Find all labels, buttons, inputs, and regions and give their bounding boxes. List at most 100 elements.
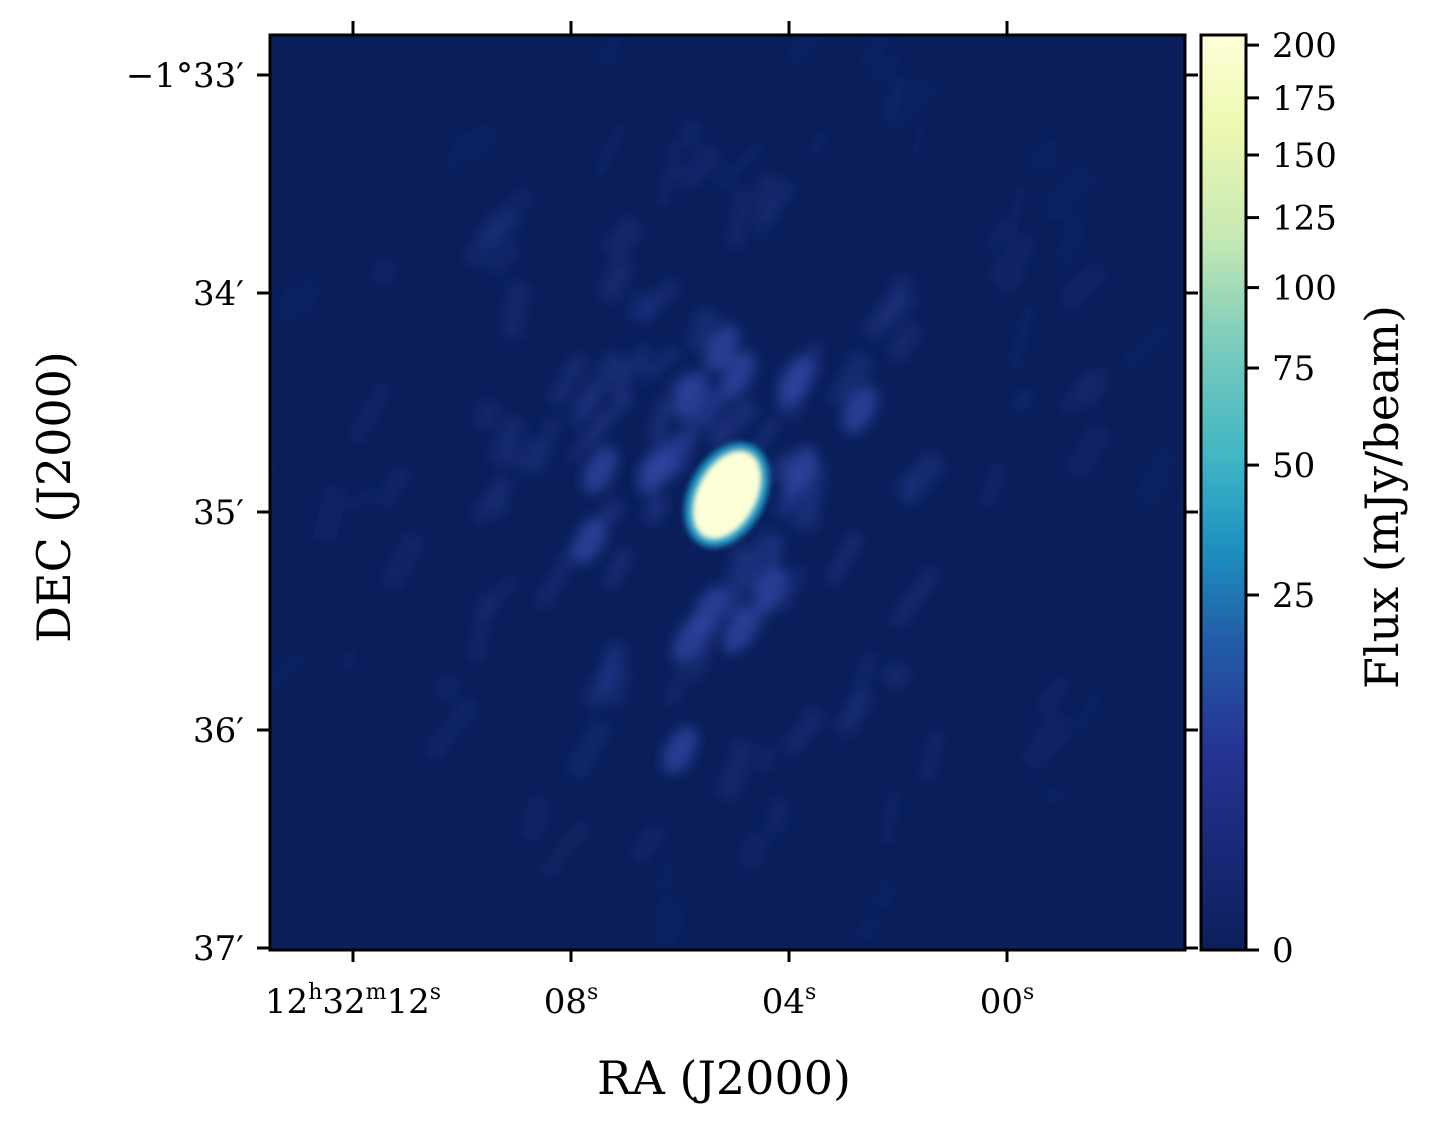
sidelobe-blob — [742, 528, 782, 593]
colorbar-tick-label: 0 — [1272, 931, 1294, 971]
sidelobe-blob — [686, 306, 722, 354]
sidelobe-blob — [1056, 367, 1103, 419]
sidelobe-blob — [909, 123, 927, 159]
sidelobe-blob — [460, 210, 519, 265]
sidelobe-blob — [600, 213, 646, 263]
sidelobe-blob — [886, 320, 923, 364]
sidelobe-blob — [1174, 477, 1185, 521]
y-tick-label: −1°33′ — [126, 56, 244, 96]
x-tick-label: 08s — [544, 980, 599, 1022]
sidelobe-blob — [690, 618, 721, 679]
sidelobe-blob — [596, 643, 620, 699]
sidelobe-blob — [374, 463, 414, 510]
colorbar-frame — [1199, 33, 1248, 952]
source-core — [692, 450, 762, 540]
sidelobe-blob — [752, 566, 788, 614]
sidelobe-blob — [337, 645, 362, 674]
sidelobe-blob — [434, 671, 461, 702]
sidelobe-blob — [808, 128, 831, 157]
sidelobe-blob — [368, 255, 399, 290]
sidelobe-blob — [782, 35, 829, 68]
sidelobe-blob — [270, 453, 283, 487]
sidelobe-blob — [713, 141, 764, 193]
sidelobe-blob — [1010, 387, 1035, 415]
sidelobe-blob — [1027, 135, 1062, 177]
sidelobe-blob — [678, 119, 702, 150]
sidelobe-blob — [270, 649, 310, 709]
sidelobe-blob — [705, 396, 760, 452]
sidelobe-blob — [347, 486, 373, 512]
sidelobe-blob — [529, 416, 561, 476]
sidelobe-blob — [603, 547, 633, 590]
sidelobe-blob — [842, 386, 878, 434]
sidelobe-blob — [652, 896, 674, 927]
sidelobe-blob — [270, 543, 271, 588]
sidelobe-blob — [903, 474, 921, 504]
sidelobe-blob — [474, 398, 501, 431]
sidelobe-blob — [764, 795, 792, 834]
sidelobe-blob — [637, 277, 681, 320]
sidelobe-blob — [781, 704, 828, 757]
sidelobe-blob — [720, 351, 756, 399]
sidelobe-blob — [981, 463, 1006, 507]
colorbar-tick-label: 125 — [1272, 199, 1337, 239]
sidelobe-blob — [346, 380, 394, 446]
sidelobe-blob — [648, 397, 674, 445]
sidelobe-blob — [752, 417, 780, 452]
sidelobe-blob — [1036, 160, 1101, 225]
sidelobe-blob — [1008, 304, 1035, 372]
sidelobe-blob — [534, 543, 581, 610]
sidelobe-blob — [509, 436, 547, 474]
sidelobe-blob — [662, 726, 698, 774]
sidelobe-blob — [827, 350, 875, 411]
sidelobe-blob — [546, 351, 591, 408]
colorbar-tick-label: 75 — [1272, 349, 1315, 389]
sidelobe-blob — [671, 141, 726, 195]
sidelobe-blob — [998, 265, 1030, 297]
sidelobe-blob — [500, 280, 530, 340]
sidelobe-blob — [752, 180, 798, 238]
sidelobe-blob — [704, 324, 740, 372]
sidelobe-blob — [880, 658, 913, 692]
sidelobe-blob — [573, 349, 625, 418]
x-tick-label: 04s — [762, 980, 817, 1022]
sidelobe-blob — [870, 877, 898, 911]
x-tick-label: 00s — [980, 980, 1035, 1022]
central-source — [684, 442, 770, 548]
sidelobe-blob — [1072, 682, 1107, 737]
sidelobe-blob — [853, 909, 885, 945]
sidelobe-blob — [881, 789, 900, 844]
sidelobe-blob — [652, 902, 689, 950]
sidelobe-blob — [593, 122, 627, 177]
sidelobe-blob — [722, 606, 758, 654]
sidelobe-pattern — [270, 35, 1185, 950]
sidelobe-blob — [1040, 782, 1068, 810]
sidelobe-blob — [1063, 421, 1113, 482]
sidelobe-blob — [778, 566, 805, 613]
sidelobe-blob — [1167, 350, 1185, 378]
sidelobe-blob — [1132, 442, 1182, 509]
sidelobe-blob — [665, 665, 692, 706]
sidelobe-blob — [564, 717, 613, 781]
sidelobe-blob — [782, 446, 818, 494]
sidelobe-blob — [777, 356, 813, 404]
colorbar: 0 25 50 75 100 125 150 175 200 Flux (mJy/beam) — [1199, 26, 1409, 971]
x-tick-label: 12h32m12s — [265, 980, 441, 1022]
sidelobe-blob — [1023, 717, 1073, 769]
x-axis-ticks — [351, 21, 1009, 962]
sidelobe-blob — [477, 576, 517, 622]
sidelobe-blob — [312, 484, 348, 545]
y-tick-label: 35′ — [193, 493, 244, 533]
sidelobe-blob — [758, 746, 773, 772]
sidelobe-blob — [655, 140, 683, 208]
sidelobe-blob — [641, 491, 670, 526]
sidelobe-blob — [458, 119, 502, 165]
sidelobe-blob — [637, 446, 673, 494]
sidelobe-blob — [658, 859, 673, 896]
sidelobe-blob — [627, 822, 669, 865]
sidelobe-blob — [488, 415, 527, 468]
sidelobe-blob — [718, 543, 758, 618]
y-axis-title: DEC (J2000) — [27, 351, 81, 643]
sidelobe-blob — [736, 829, 772, 870]
